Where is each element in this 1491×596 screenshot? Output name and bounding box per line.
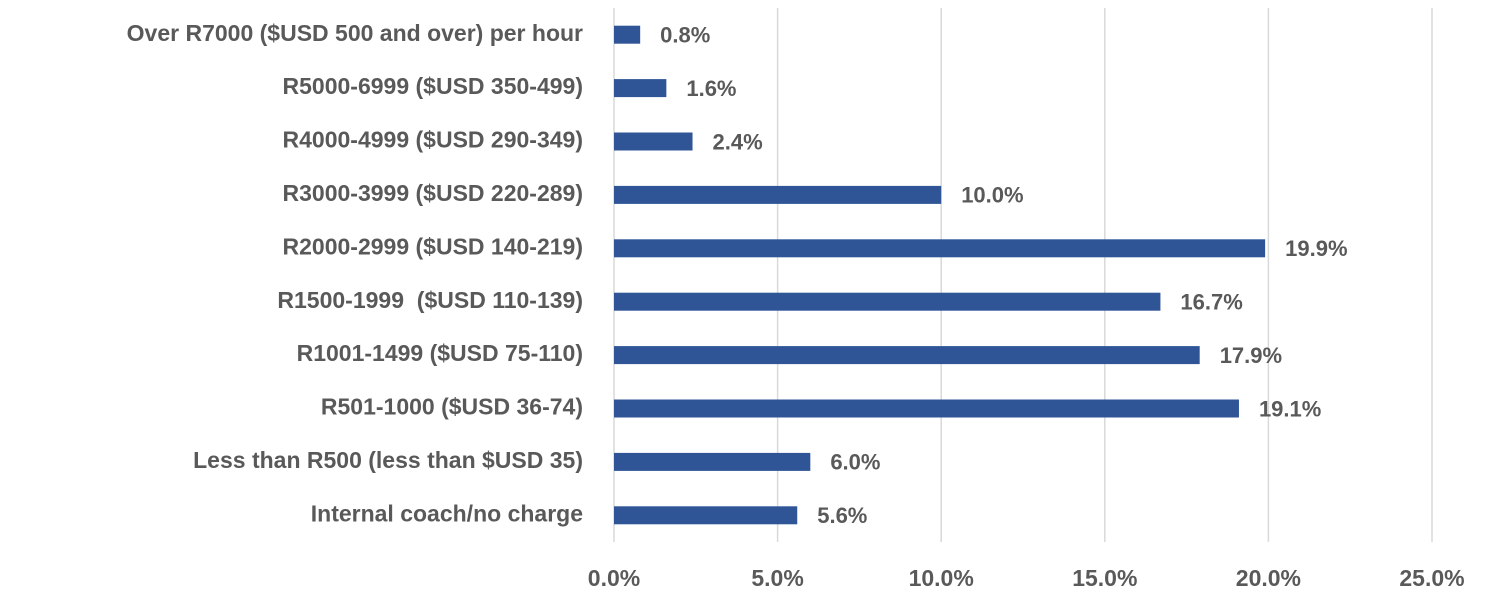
bar <box>614 346 1200 365</box>
bar <box>614 79 667 98</box>
bar <box>614 25 641 44</box>
x-tick-label: 10.0% <box>909 565 974 591</box>
y-tick-label: R501-1000 ($USD 36-74) <box>321 394 583 420</box>
value-label: 19.1% <box>1259 396 1321 421</box>
value-label: 5.6% <box>817 503 867 528</box>
value-label: 0.8% <box>660 23 710 48</box>
bar <box>614 399 1239 418</box>
x-tick-label: 0.0% <box>588 565 640 591</box>
value-label: 6.0% <box>830 450 880 475</box>
value-label: 19.9% <box>1285 236 1347 261</box>
y-tick-label: Internal coach/no charge <box>311 500 583 526</box>
bar <box>614 185 942 204</box>
bar <box>614 452 811 471</box>
value-label: 10.0% <box>961 183 1023 208</box>
value-label: 16.7% <box>1180 290 1242 315</box>
y-tick-label: R1500-1999 ($USD 110-139) <box>277 287 583 313</box>
y-tick-label: R3000-3999 ($USD 220-289) <box>283 180 583 206</box>
y-tick-label: R4000-4999 ($USD 290-349) <box>283 127 583 153</box>
y-tick-label: Less than R500 (less than $USD 35) <box>193 447 583 473</box>
bar <box>614 292 1161 311</box>
x-tick-label: 15.0% <box>1072 565 1137 591</box>
value-label: 1.6% <box>686 76 736 101</box>
x-tick-label: 20.0% <box>1236 565 1301 591</box>
bar <box>614 506 798 525</box>
value-label: 2.4% <box>713 129 763 154</box>
y-tick-label: R5000-6999 ($USD 350-499) <box>283 73 583 99</box>
x-tick-label: 5.0% <box>751 565 803 591</box>
x-tick-label: 25.0% <box>1399 565 1464 591</box>
bar <box>614 132 693 151</box>
y-tick-label: R1001-1499 ($USD 75-110) <box>297 340 583 366</box>
y-tick-label: Over R7000 ($USD 500 and over) per hour <box>127 20 583 46</box>
value-label: 17.9% <box>1220 343 1282 368</box>
y-tick-label: R2000-2999 ($USD 140-219) <box>283 233 583 259</box>
bar <box>614 239 1266 258</box>
